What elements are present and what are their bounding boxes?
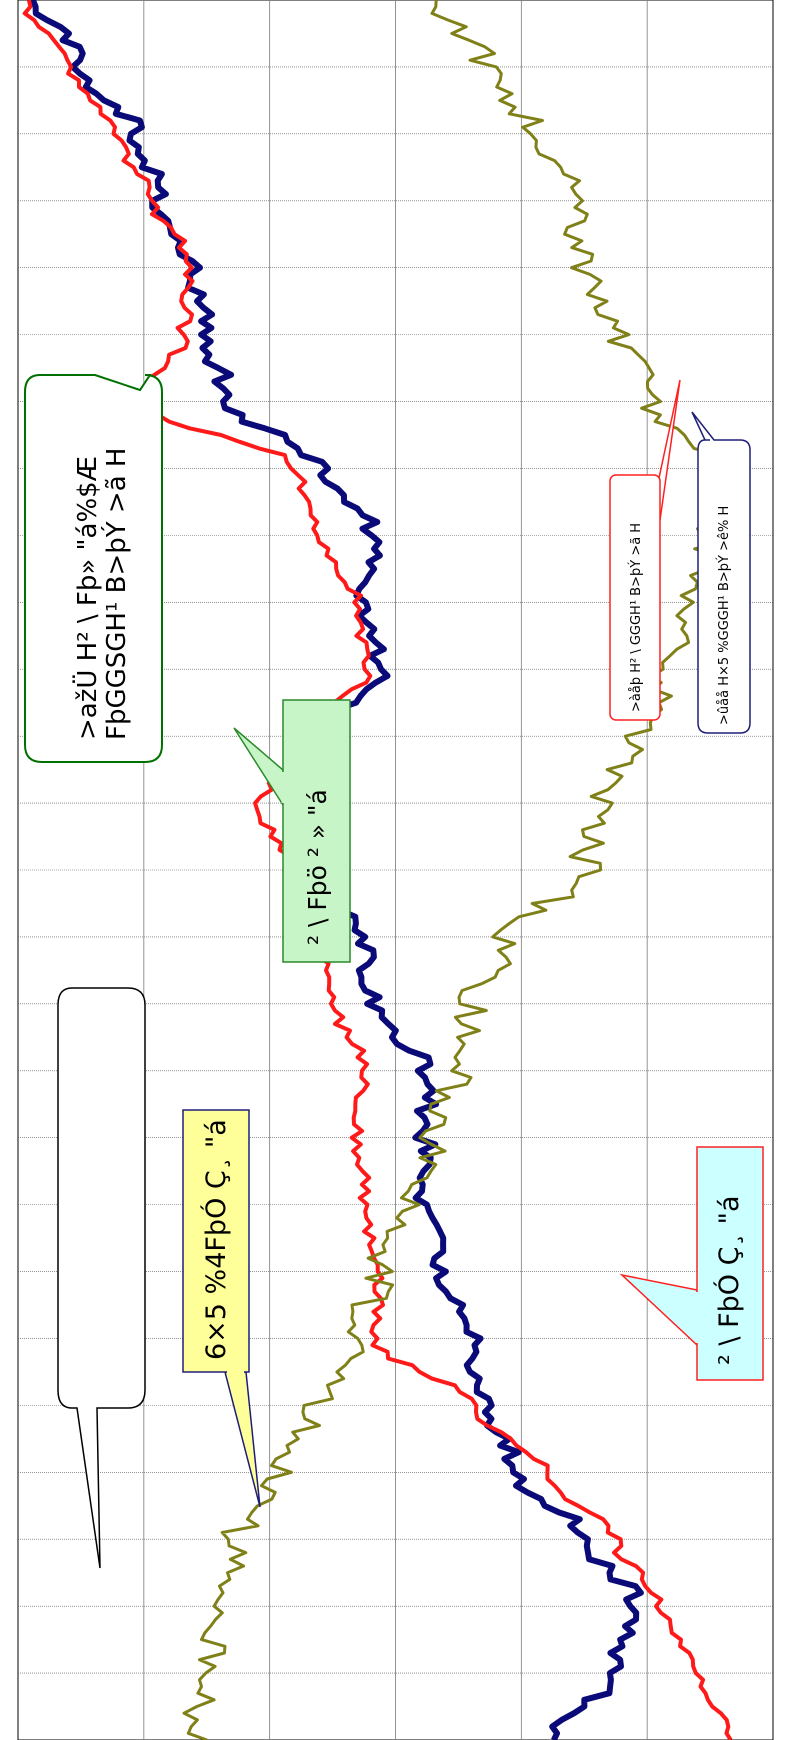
chart-grid [17, 0, 774, 1740]
callout-green-top: >ažÜ H² \ Fþ» "á%$Æ FþGGSGH¹ B>þÝ >ã H [24, 374, 163, 763]
callout-cyan-text: ² \ FþÓ Ç¸ "á [713, 1196, 745, 1366]
callout-red: >àåþ H² \ GGGH¹ B>þÝ >ã H [609, 379, 681, 721]
callout-navy: >ûåå H×5 %GGGH¹ B>þÝ >ê% H [691, 411, 751, 734]
callout-green-top-line1: >ažÜ H² \ Fþ» "á%$Æ [71, 456, 103, 740]
callout-green-top-line2: FþGGSGH¹ B>þÝ >ã H [100, 448, 132, 740]
callout-empty [57, 987, 146, 1569]
callout-yellow-text: 6×5 %4FþÓ Ç¸ "á [200, 1119, 232, 1360]
callout-green-center: ² \ Fþö ² » "á [233, 699, 351, 963]
callout-empty-box [57, 987, 146, 1569]
callout-green-center-text: ² \ Fþö ² » "á [303, 789, 332, 945]
callout-navy-text: >ûåå H×5 %GGGH¹ B>þÝ >ê% H [716, 506, 732, 725]
callout-yellow-box [182, 1109, 250, 1373]
callout-yellow: 6×5 %4FþÓ Ç¸ "á [182, 1109, 261, 1508]
callout-red-text: >àåþ H² \ GGGH¹ B>þÝ >ã H [628, 523, 644, 712]
series-line-olive [182, 0, 733, 1740]
callout-green-center-box [282, 699, 351, 963]
callout-cyan-box [696, 1146, 764, 1381]
callout-navy-box [691, 411, 751, 734]
callout-red-box [609, 474, 661, 721]
callout-cyan: ² \ FþÓ Ç¸ "á [619, 1146, 764, 1381]
callout-green-top-box [24, 374, 163, 763]
